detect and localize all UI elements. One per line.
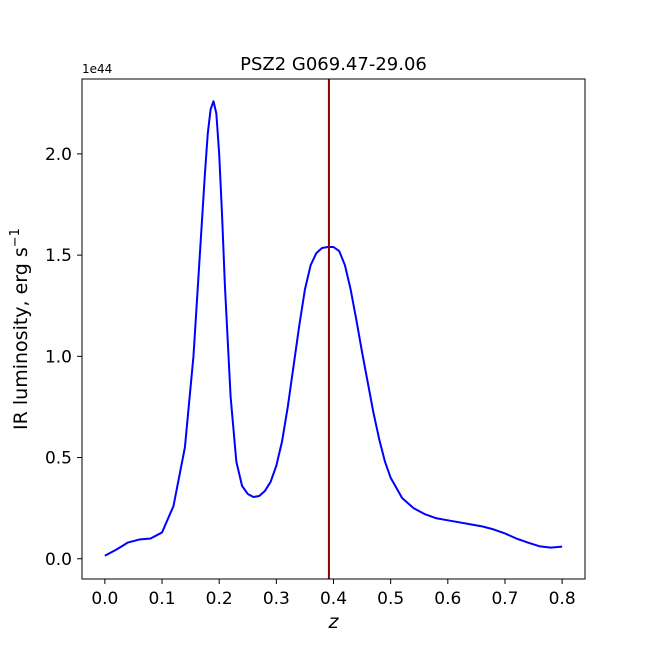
x-axis: 0.0 0.1 0.2 0.3 0.4 0.5 0.6 0.7 0.8 xyxy=(91,579,576,609)
x-tick-label: 0.1 xyxy=(148,589,175,609)
y-tick-label: 2.0 xyxy=(45,145,72,165)
x-axis-label: z xyxy=(328,611,340,633)
x-tick-label: 0.3 xyxy=(263,589,290,609)
x-tick-label: 0.0 xyxy=(91,589,118,609)
x-tick-label: 0.4 xyxy=(320,589,347,609)
plot-area xyxy=(104,79,563,579)
y-axis-label-superscript: −1 xyxy=(8,228,23,247)
y-tick-label: 1.0 xyxy=(45,347,72,367)
x-tick-label: 0.6 xyxy=(434,589,461,609)
y-offset-text: 1e44 xyxy=(82,62,112,76)
x-tick-label: 0.8 xyxy=(549,589,576,609)
y-tick-label: 0.0 xyxy=(45,550,72,570)
y-tick-label: 0.5 xyxy=(45,449,72,469)
y-axis: 0.0 0.5 1.0 1.5 2.0 xyxy=(45,145,82,570)
x-tick-label: 0.2 xyxy=(206,589,233,609)
series-line-0 xyxy=(104,100,563,557)
x-tick-label: 0.7 xyxy=(491,589,518,609)
x-tick-label: 0.5 xyxy=(377,589,404,609)
chart-title: PSZ2 G069.47-29.06 xyxy=(240,54,427,75)
y-axis-label: IR luminosity, erg s−1 xyxy=(8,228,32,430)
y-tick-label: 1.5 xyxy=(45,246,72,266)
y-axis-label-main: IR luminosity, erg s xyxy=(10,247,32,430)
plot-frame xyxy=(81,78,586,580)
